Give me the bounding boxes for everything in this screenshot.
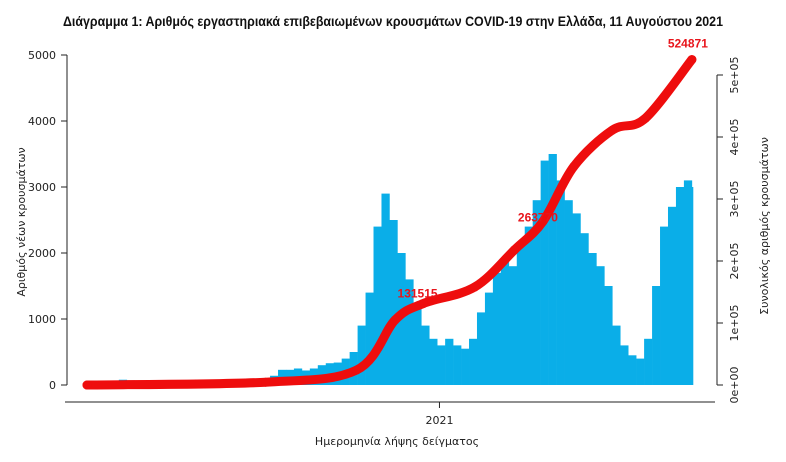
right-axis-tick-label: 4e+05 xyxy=(728,119,741,156)
cumulative-value-label: 263770 xyxy=(518,210,558,224)
cumulative-point xyxy=(261,377,271,387)
daily-cases-bar xyxy=(604,286,613,385)
daily-cases-bar xyxy=(620,345,629,385)
daily-cases-bars xyxy=(87,154,694,385)
daily-cases-bar xyxy=(691,187,694,385)
cumulative-point xyxy=(509,245,519,255)
left-axis-tick-label: 0 xyxy=(49,379,56,392)
right-y-axis: 0e+00 1e+05 2e+05 3e+05 4e+05 5e+05 xyxy=(716,57,741,404)
cumulative-point xyxy=(82,380,92,390)
daily-cases-bar xyxy=(524,226,533,385)
cumulative-line-group xyxy=(82,55,697,390)
right-axis-tick-label: 5e+05 xyxy=(728,57,741,94)
daily-cases-bar xyxy=(596,266,605,385)
daily-cases-bar xyxy=(644,338,653,385)
right-y-axis-title: Συνολικός αριθμός κρουσμάτων xyxy=(758,137,771,315)
daily-cases-bar xyxy=(365,292,374,385)
daily-cases-bar xyxy=(540,160,549,385)
chart-title: Διάγραμμα 1: Αριθμός εργαστηριακά επιβεβ… xyxy=(63,14,723,29)
daily-cases-bar xyxy=(421,325,430,385)
daily-cases-bar xyxy=(636,358,645,385)
cumulative-point xyxy=(569,162,579,172)
daily-cases-bar xyxy=(612,325,621,385)
left-axis-tick-label: 3000 xyxy=(28,181,56,194)
x-axis: 2021 xyxy=(65,401,715,427)
daily-cases-bar xyxy=(389,220,398,385)
left-axis-tick-label: 2000 xyxy=(28,247,56,260)
cumulative-point xyxy=(607,125,617,135)
daily-cases-bar xyxy=(683,180,693,385)
daily-cases-bar xyxy=(660,226,669,385)
daily-cases-bar xyxy=(461,348,470,385)
daily-cases-bar xyxy=(492,272,502,385)
daily-cases-bar xyxy=(652,286,661,385)
left-axis-tick-label: 4000 xyxy=(28,115,56,128)
left-y-axis: 0 1000 2000 3000 4000 5000 xyxy=(28,49,68,392)
x-axis-title: Ημερομηνία λήψης δείγματος xyxy=(315,435,479,448)
cumulative-value-label: 524871 xyxy=(668,37,708,51)
cumulative-point xyxy=(470,282,480,292)
daily-cases-bar xyxy=(476,312,486,385)
daily-cases-bar xyxy=(500,259,510,385)
daily-cases-bar xyxy=(532,200,541,385)
daily-cases-bar xyxy=(572,213,581,385)
daily-cases-bar xyxy=(564,200,573,385)
right-axis-tick-label: 2e+05 xyxy=(728,243,741,280)
right-axis-tick-label: 3e+05 xyxy=(728,181,741,218)
daily-cases-bar xyxy=(628,355,637,385)
daily-cases-bar xyxy=(373,226,382,385)
daily-cases-bar xyxy=(667,206,677,385)
daily-cases-bar xyxy=(453,345,462,385)
daily-cases-bar xyxy=(556,180,565,385)
daily-cases-bar xyxy=(437,345,446,385)
right-axis-tick-label: 1e+05 xyxy=(728,305,741,342)
cumulative-point xyxy=(419,298,429,308)
cumulative-labels: 131515 263770 524871 xyxy=(398,37,709,301)
daily-cases-bar xyxy=(357,325,366,385)
left-axis-tick-label: 1000 xyxy=(28,313,56,326)
left-axis-tick-label: 5000 xyxy=(28,49,56,62)
daily-cases-bar xyxy=(548,154,557,385)
daily-cases-bar xyxy=(484,292,494,385)
daily-cases-bar xyxy=(508,266,518,385)
daily-cases-bar xyxy=(580,233,589,385)
cumulative-point xyxy=(390,315,400,325)
daily-cases-bar xyxy=(445,338,454,385)
daily-cases-bar xyxy=(516,246,526,385)
cumulative-point xyxy=(687,55,697,65)
cumulative-point xyxy=(640,113,650,123)
cumulative-point xyxy=(538,216,548,226)
cumulative-point xyxy=(351,365,361,375)
daily-cases-bar xyxy=(588,253,597,385)
left-y-axis-title: Αριθμός νέων κρουσμάτων xyxy=(15,147,28,296)
daily-cases-bar xyxy=(429,338,438,385)
x-axis-tick-label: 2021 xyxy=(425,414,453,427)
daily-cases-bar xyxy=(413,305,422,385)
daily-cases-bar xyxy=(675,187,685,385)
daily-cases-bar xyxy=(469,338,478,385)
right-axis-tick-label: 0e+00 xyxy=(728,367,741,404)
daily-cases-bar xyxy=(405,279,414,385)
daily-cases-bar xyxy=(381,193,390,385)
cumulative-value-label: 131515 xyxy=(398,286,438,300)
